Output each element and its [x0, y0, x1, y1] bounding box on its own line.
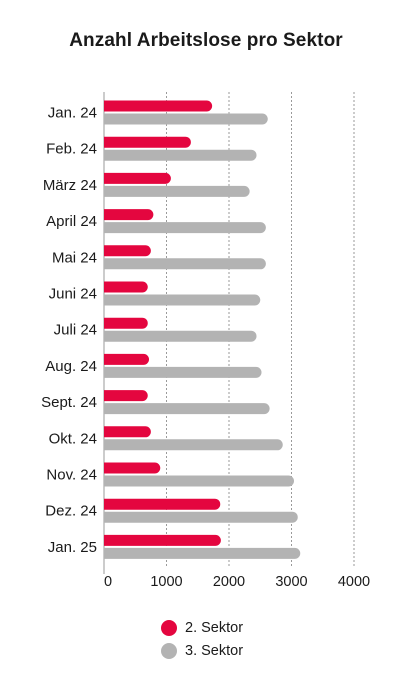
legend-item-3-sektor: 3. Sektor — [161, 643, 243, 659]
category-label: Juni 24 — [49, 286, 97, 303]
bar-2-sektor — [104, 317, 148, 329]
bar-2-sektor — [104, 426, 151, 438]
chart-title: Anzahl Arbeitslose pro Sektor — [69, 30, 343, 51]
legend-swatch-3-sektor — [161, 643, 177, 659]
category-label: Mai 24 — [52, 249, 97, 266]
bar-3-sektor — [104, 149, 257, 161]
category-label: März 24 — [43, 177, 97, 194]
category-label: Juli 24 — [54, 322, 97, 339]
legend-item-2-sektor: 2. Sektor — [161, 620, 243, 636]
legend-swatch-2-sektor — [161, 620, 177, 636]
bar-3-sektor — [104, 330, 257, 342]
x-tick-label-3000: 3000 — [275, 574, 307, 590]
bar-3-sektor — [104, 222, 266, 234]
x-tick-label-2000: 2000 — [213, 574, 245, 590]
category-label: April 24 — [46, 213, 97, 230]
category-label: Jan. 24 — [48, 105, 97, 122]
x-tick-label-4000: 4000 — [338, 574, 370, 590]
bar-3-sektor — [104, 258, 266, 270]
bar-3-sektor — [104, 113, 268, 125]
bar-3-sektor — [104, 366, 262, 378]
legend-label-3-sektor: 3. Sektor — [185, 643, 244, 659]
category-label: Nov. 24 — [46, 467, 97, 484]
category-label: Dez. 24 — [45, 503, 97, 520]
bar-3-sektor — [104, 511, 298, 523]
bar-2-sektor — [104, 209, 154, 221]
x-tick-label-0: 0 — [104, 574, 112, 590]
bar-2-sektor — [104, 172, 171, 184]
bar-3-sektor — [104, 547, 301, 559]
bar-3-sektor — [104, 475, 294, 487]
category-label: Jan. 25 — [48, 539, 97, 556]
bar-2-sektor — [104, 353, 149, 365]
bar-2-sektor — [104, 281, 148, 293]
legend-label-2-sektor: 2. Sektor — [185, 620, 244, 636]
category-label: Sept. 24 — [41, 394, 97, 411]
bar-3-sektor — [104, 439, 283, 451]
bar-2-sektor — [104, 136, 191, 148]
category-label: Okt. 24 — [49, 430, 97, 447]
bar-2-sektor — [104, 390, 148, 402]
bar-2-sektor — [104, 534, 221, 546]
category-label: Aug. 24 — [45, 358, 97, 375]
bar-3-sektor — [104, 294, 261, 306]
bar-2-sektor — [104, 498, 221, 510]
category-label: Feb. 24 — [46, 141, 97, 158]
bar-2-sektor — [104, 245, 151, 257]
bar-3-sektor — [104, 403, 270, 415]
bar-2-sektor — [104, 462, 161, 474]
bar-2-sektor — [104, 100, 213, 112]
x-tick-label-1000: 1000 — [150, 574, 182, 590]
bar-3-sektor — [104, 185, 250, 197]
